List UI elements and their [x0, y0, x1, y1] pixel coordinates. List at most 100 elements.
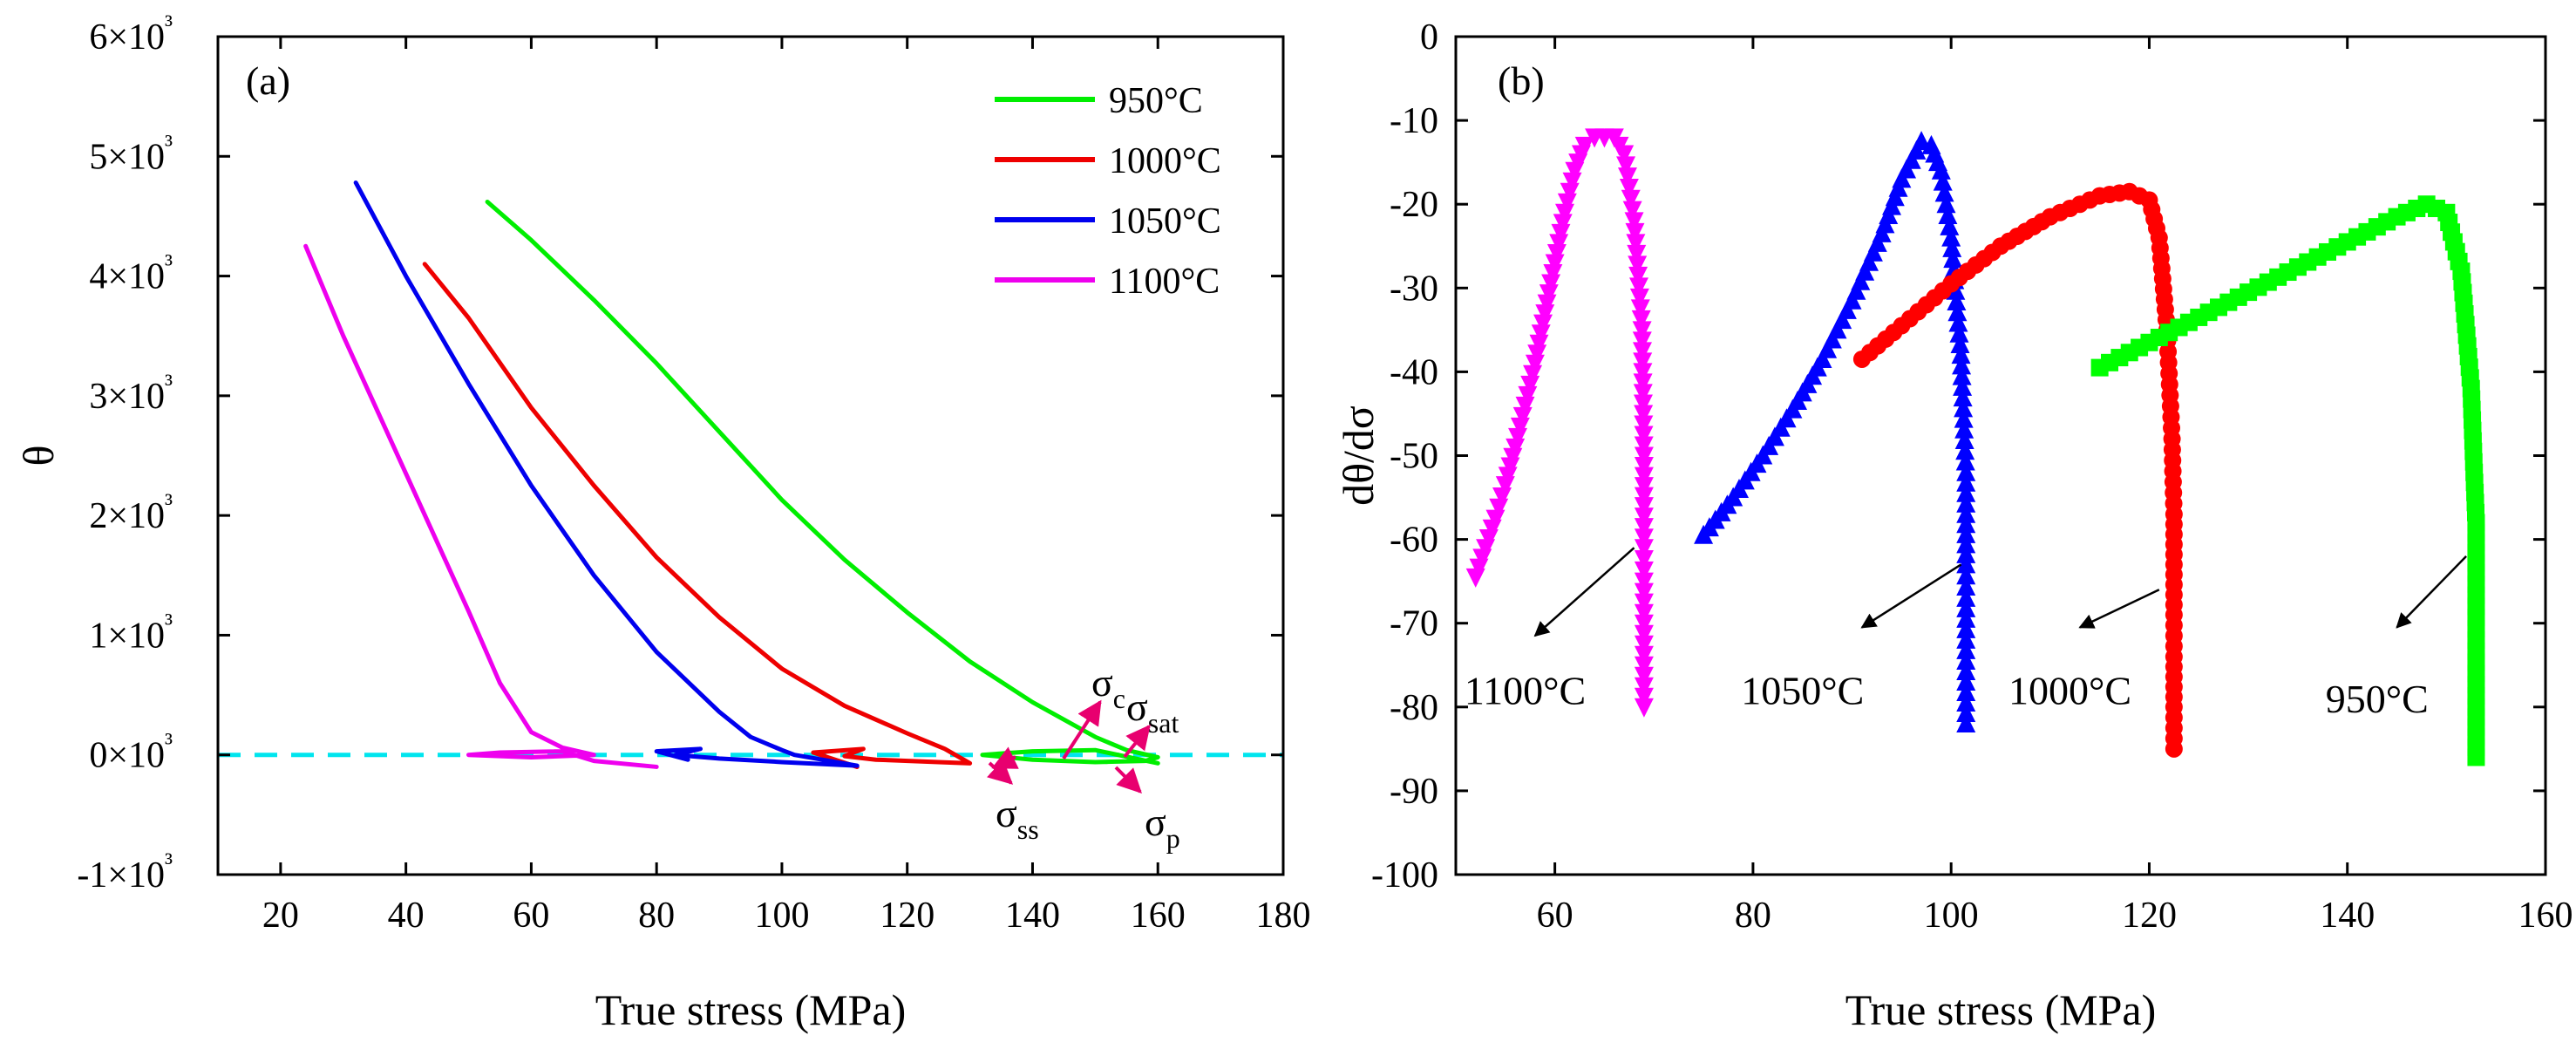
data-point [1634, 582, 1654, 603]
data-point [1629, 288, 1649, 308]
data-point [1515, 396, 1535, 416]
data-point [1551, 223, 1571, 243]
data-point [1956, 713, 1976, 733]
series-1050 [1694, 131, 1976, 733]
data-point [1956, 523, 1976, 543]
x-tick-label: 180 [1256, 896, 1311, 936]
data-point [1631, 310, 1651, 330]
data-point [1634, 593, 1654, 613]
data-point [1624, 212, 1644, 232]
data-point [1634, 467, 1654, 487]
series-1100 [1465, 128, 1654, 718]
data-point [1941, 227, 1961, 247]
data-point [1956, 543, 1976, 563]
x-axis-label: True stress (MPa) [595, 985, 907, 1034]
y-tick-label: -70 [1390, 604, 1438, 644]
data-point [1634, 507, 1654, 528]
data-point [1634, 446, 1654, 467]
x-tick-label: 80 [1735, 896, 1771, 936]
data-point [1912, 131, 1932, 151]
x-tick-label: 160 [2518, 896, 2573, 936]
series-label: 1050°C [1741, 669, 1864, 713]
data-point [1953, 387, 1973, 407]
data-point [1535, 304, 1555, 324]
data-point [1952, 355, 1972, 375]
legend-label: 1050°C [1109, 201, 1221, 242]
data-point [1622, 201, 1642, 221]
series-950 [2090, 195, 2485, 766]
data-point [1625, 222, 1645, 242]
data-point [1634, 426, 1654, 446]
data-point [1557, 193, 1577, 213]
data-point [1627, 244, 1647, 264]
data-point [1634, 624, 1654, 644]
data-point [1621, 189, 1641, 209]
x-tick-label: 20 [262, 896, 299, 936]
y-tick-label: 0 [1420, 17, 1438, 58]
data-point [1934, 182, 1954, 202]
panel-label-b: (b) [1498, 58, 1545, 103]
data-point [1942, 237, 1962, 257]
data-point [1956, 534, 1976, 554]
y-tick-label: -100 [1371, 855, 1438, 896]
data-point [1956, 482, 1976, 502]
data-point [1634, 572, 1654, 592]
legend-label: 950°C [1109, 81, 1203, 121]
data-point [1527, 344, 1547, 364]
data-point [1952, 365, 1972, 385]
y-axis-label: θ [14, 446, 63, 467]
data-point [1633, 342, 1653, 362]
data-point [1956, 703, 1976, 723]
x-tick-label: 120 [2122, 896, 2177, 936]
y-tick-label: -90 [1390, 772, 1438, 812]
data-point [1634, 457, 1654, 477]
data-point [1949, 323, 1969, 343]
data-point [1956, 671, 1976, 691]
plot-frame-a [216, 35, 1285, 876]
data-point [1956, 629, 1976, 649]
x-tick-label: 40 [388, 896, 425, 936]
data-point [1634, 497, 1654, 517]
series-line [1703, 140, 1968, 725]
data-point [1943, 249, 1963, 269]
x-tick-label: 140 [1005, 896, 1060, 936]
data-point [1956, 472, 1976, 492]
data-point [1936, 194, 1956, 214]
series-label: 1100°C [1465, 669, 1586, 713]
data-point [1951, 344, 1971, 364]
data-point [1956, 618, 1976, 638]
data-point [1562, 172, 1582, 192]
series-1000 [1852, 182, 2183, 758]
y-tick-label: 5×10³ [89, 130, 173, 177]
data-point [1546, 243, 1567, 263]
data-point [1634, 436, 1654, 456]
legend-a: 950°C 1000°C 1050°C 1100°C [995, 81, 1221, 302]
data-point [1956, 587, 1976, 607]
data-point [1633, 352, 1653, 372]
y-tick-label: -80 [1390, 688, 1438, 728]
data-point [1560, 182, 1580, 202]
x-tick-label: 140 [2320, 896, 2375, 936]
data-point [1510, 417, 1530, 437]
y-tick-label: -50 [1390, 437, 1438, 477]
x-tick-label: 60 [1537, 896, 1573, 936]
annotation-arrow [2078, 589, 2160, 629]
data-point [2467, 748, 2485, 766]
data-point [1518, 385, 1538, 405]
data-point [1956, 493, 1976, 513]
x-tick-label: 160 [1131, 896, 1186, 936]
sigma-label-p: σp [1145, 800, 1180, 854]
x-tick-label: 100 [1924, 896, 1979, 936]
data-point [1956, 681, 1976, 701]
data-point [1938, 205, 1958, 225]
data-point [1619, 178, 1639, 198]
data-point [1549, 234, 1569, 254]
data-point [1956, 597, 1976, 617]
data-point [1634, 550, 1654, 570]
data-point [1628, 255, 1648, 276]
y-tick-label: -40 [1390, 352, 1438, 392]
x-tick-label: 100 [754, 896, 809, 936]
data-point [1633, 373, 1653, 393]
annotation-arrow [1123, 724, 1151, 759]
series-line-1000 [422, 262, 973, 769]
